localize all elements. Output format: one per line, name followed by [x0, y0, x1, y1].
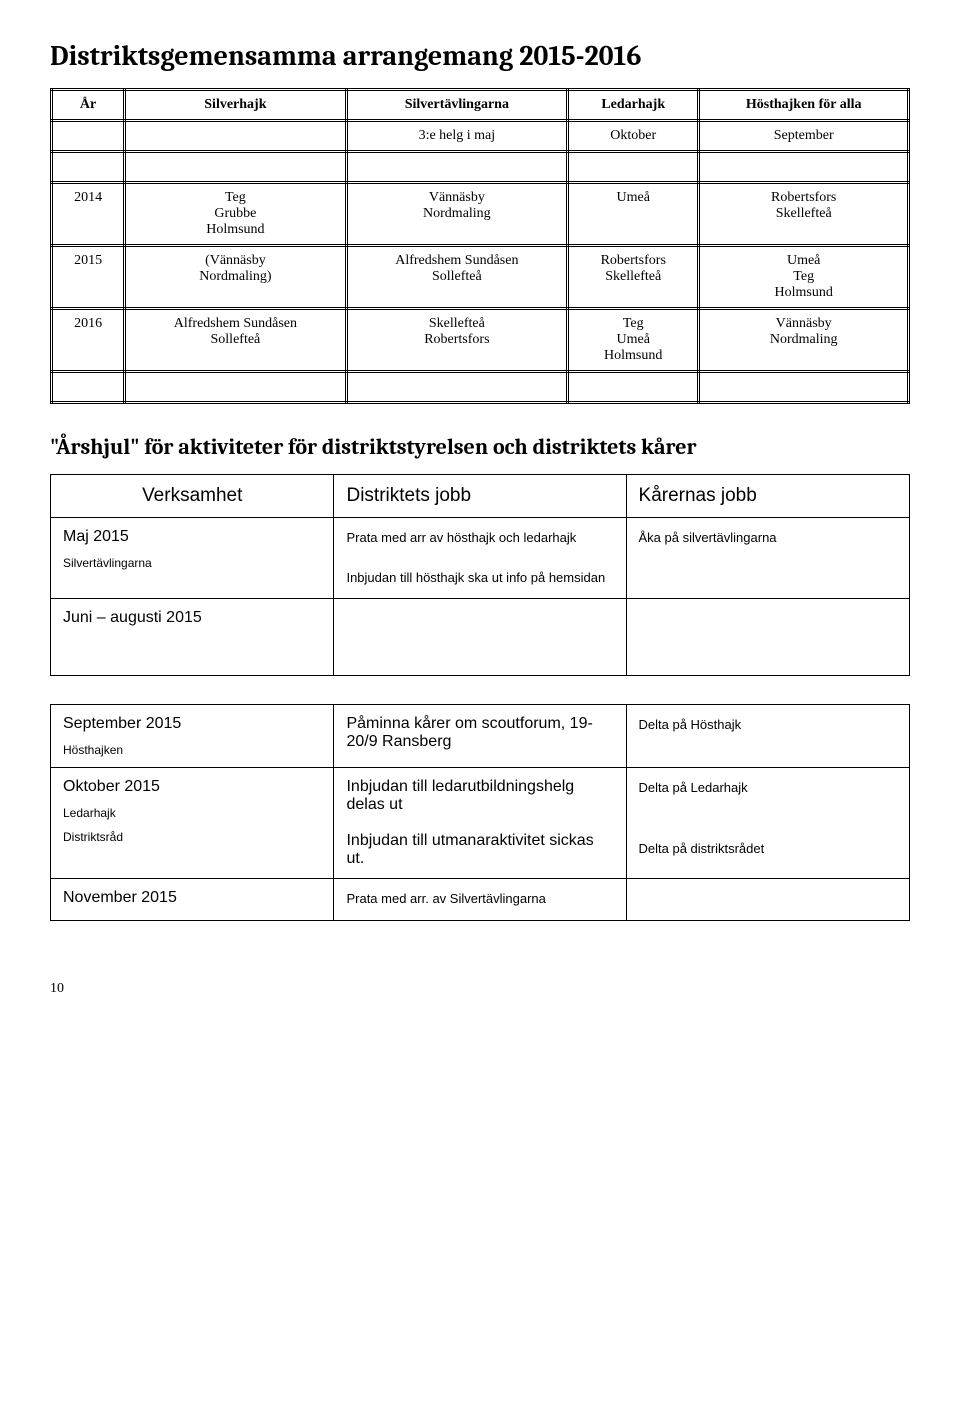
cell: Vännäsby Nordmaling	[346, 183, 567, 246]
cell: September 2015 Hösthajken	[51, 705, 334, 768]
col-header: Silverhajk	[125, 90, 346, 121]
cell-text: Inbjudan till ledarutbildningshelg delas…	[346, 778, 613, 868]
table-row: 2015 (Vännäsby Nordmaling) Alfredshem Su…	[52, 246, 909, 309]
cell: 2016	[52, 309, 125, 372]
period-sub: Silvertävlingarna	[63, 556, 321, 570]
page-title: Distriktsgemensamma arrangemang 2015-201…	[50, 40, 910, 72]
table-row: Oktober 2015 Ledarhajk Distriktsråd Inbj…	[51, 768, 910, 879]
cell	[334, 599, 626, 676]
cell: Påminna kårer om scoutforum, 19-20/9 Ran…	[334, 705, 626, 768]
cell-text: Påminna kårer om scoutforum, 19-20/9 Ran…	[346, 715, 613, 751]
activities-table-2: September 2015 Hösthajken Påminna kårer …	[50, 704, 910, 920]
page-number: 10	[50, 981, 910, 997]
table-row: September 2015 Hösthajken Påminna kårer …	[51, 705, 910, 768]
cell: Delta på Ledarhajk Delta på distriktsråd…	[626, 768, 909, 879]
col-header: Ledarhajk	[568, 90, 699, 121]
period-label: Maj 2015	[63, 528, 321, 546]
table-header-row: År Silverhajk Silvertävlingarna Ledarhaj…	[52, 90, 909, 121]
cell: Vännäsby Nordmaling	[699, 309, 909, 372]
col-header: Kårernas jobb	[626, 475, 909, 518]
cell	[52, 121, 125, 152]
cell: 3:e helg i maj	[346, 121, 567, 152]
table-row: 2016 Alfredshem Sundåsen Sollefteå Skell…	[52, 309, 909, 372]
cell: Umeå Teg Holmsund	[699, 246, 909, 309]
col-header: År	[52, 90, 125, 121]
cell: Robertsfors Skellefteå	[568, 246, 699, 309]
cell	[626, 879, 909, 920]
cell: Inbjudan till ledarutbildningshelg delas…	[334, 768, 626, 879]
cell	[626, 599, 909, 676]
period-label: September 2015	[63, 715, 321, 733]
arrangement-table: År Silverhajk Silvertävlingarna Ledarhaj…	[50, 88, 910, 404]
cell: Delta på Hösthajk	[626, 705, 909, 768]
cell	[125, 121, 346, 152]
cell: Robertsfors Skellefteå	[699, 183, 909, 246]
cell: November 2015	[51, 879, 334, 920]
cell: Prata med arr av hösthajk och ledarhajk …	[334, 518, 626, 599]
table-row: Maj 2015 Silvertävlingarna Prata med arr…	[51, 518, 910, 599]
cell: Oktober	[568, 121, 699, 152]
table-row: November 2015 Prata med arr. av Silvertä…	[51, 879, 910, 920]
cell: 2014	[52, 183, 125, 246]
cell: Juni – augusti 2015	[51, 599, 334, 676]
table-row: Juni – augusti 2015	[51, 599, 910, 676]
table-empty-row	[52, 152, 909, 183]
cell: Oktober 2015 Ledarhajk Distriktsråd	[51, 768, 334, 879]
cell: Skellefteå Robertsfors	[346, 309, 567, 372]
table-subheader-row: 3:e helg i maj Oktober September	[52, 121, 909, 152]
cell: Alfredshem Sundåsen Sollefteå	[125, 309, 346, 372]
period-sub: Ledarhajk	[63, 806, 321, 820]
col-header: Verksamhet	[51, 475, 334, 518]
cell: (Vännäsby Nordmaling)	[125, 246, 346, 309]
table-row: 2014 Teg Grubbe Holmsund Vännäsby Nordma…	[52, 183, 909, 246]
cell: 2015	[52, 246, 125, 309]
cell: Umeå	[568, 183, 699, 246]
col-header: Hösthajken för alla	[699, 90, 909, 121]
col-header: Silvertävlingarna	[346, 90, 567, 121]
cell: Alfredshem Sundåsen Sollefteå	[346, 246, 567, 309]
cell: Teg Grubbe Holmsund	[125, 183, 346, 246]
period-label: November 2015	[63, 889, 321, 907]
table-header-row: Verksamhet Distriktets jobb Kårernas job…	[51, 475, 910, 518]
period-sub: Hösthajken	[63, 743, 321, 757]
period-label: Oktober 2015	[63, 778, 321, 796]
period-sub: Distriktsråd	[63, 830, 321, 844]
cell: Prata med arr. av Silvertävlingarna	[334, 879, 626, 920]
table-empty-row	[52, 372, 909, 403]
cell: September	[699, 121, 909, 152]
cell: Teg Umeå Holmsund	[568, 309, 699, 372]
section-title: "Årshjul" för aktiviteter för distriktst…	[50, 434, 910, 460]
col-header: Distriktets jobb	[334, 475, 626, 518]
cell: Maj 2015 Silvertävlingarna	[51, 518, 334, 599]
activities-table-1: Verksamhet Distriktets jobb Kårernas job…	[50, 474, 910, 676]
cell: Åka på silvertävlingarna	[626, 518, 909, 599]
period-label: Juni – augusti 2015	[63, 609, 321, 627]
